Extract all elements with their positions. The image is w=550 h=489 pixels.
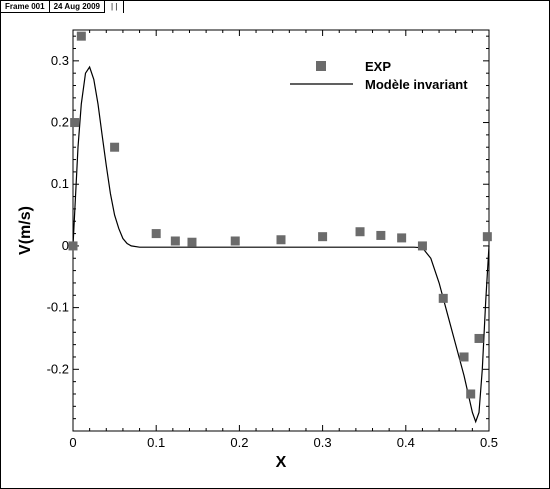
exp-point: [397, 233, 407, 243]
exp-point: [151, 229, 161, 239]
exp-point: [376, 230, 386, 240]
exp-point: [76, 31, 86, 41]
exp-point: [230, 236, 240, 246]
frame-header: Frame 001 24 Aug 2009 | |: [1, 1, 125, 13]
frame-date-label: 24 Aug 2009: [49, 1, 105, 13]
exp-point: [68, 241, 78, 251]
y-axis-title: V(m/s): [17, 206, 34, 255]
x-tick-label: 0.4: [397, 435, 415, 450]
x-tick-label: 0.1: [147, 435, 165, 450]
x-tick-label: 0.2: [230, 435, 248, 450]
legend-model-label: Modèle invariant: [365, 77, 468, 92]
y-tick-label: -0.2: [47, 361, 69, 376]
y-axis-ticks: -0.2 -0.1 0 0.1 0.2 0.3: [47, 35, 489, 420]
model-line: [72, 65, 490, 424]
frame-number-label: Frame 001: [1, 1, 50, 13]
x-axis-title: X: [276, 454, 287, 471]
exp-point: [438, 293, 448, 303]
exp-scatter-series: [68, 31, 492, 399]
x-tick-label: 0.3: [314, 435, 332, 450]
exp-point: [417, 241, 427, 251]
y-tick-label: 0.1: [51, 176, 69, 191]
model-line-series: [72, 65, 490, 424]
exp-point: [482, 232, 492, 242]
x-axis-ticks: 0 0.1 0.2 0.3 0.4 0.5: [69, 30, 498, 450]
y-tick-label: -0.1: [47, 300, 69, 315]
legend-exp-marker: [316, 61, 326, 71]
plot-area-border: [72, 29, 490, 432]
legend: EXP Modèle invariant: [290, 59, 468, 92]
exp-point: [70, 118, 80, 128]
exp-point: [318, 232, 328, 242]
axes: [72, 29, 490, 432]
x-tick-label: 0: [69, 435, 76, 450]
exp-point: [474, 333, 484, 343]
exp-point: [187, 237, 197, 247]
exp-point: [276, 235, 286, 245]
y-tick-label: 0: [62, 238, 69, 253]
frame-marks: | |: [105, 1, 125, 13]
exp-point: [170, 236, 180, 246]
exp-point: [459, 352, 469, 362]
exp-point: [466, 389, 476, 399]
x-tick-label: 0.5: [480, 435, 498, 450]
y-tick-label: 0.3: [51, 53, 69, 68]
legend-exp-label: EXP: [365, 59, 391, 74]
y-tick-label: 0.2: [51, 115, 69, 130]
exp-point: [355, 227, 365, 237]
exp-point: [110, 142, 120, 152]
